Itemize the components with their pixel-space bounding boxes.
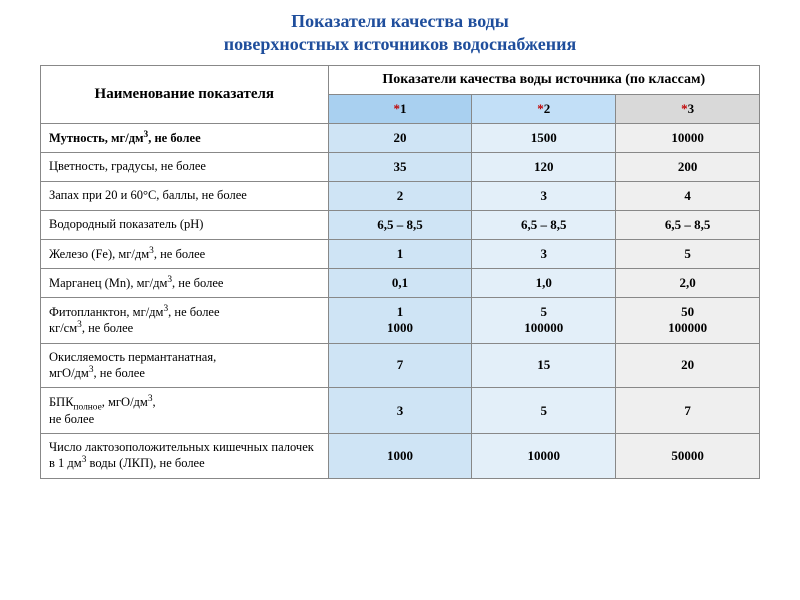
table-row: Окисляемость пермантанатная,мгО/дм3, не … [41,343,760,387]
value-cell-class-2: 3 [472,181,616,210]
header-quality: Показатели качества воды источника (по к… [328,65,759,94]
value-cell-class-1: 6,5 – 8,5 [328,210,472,239]
value-cell-class-3: 50100000 [616,298,760,343]
value-cell-class-2: 15 [472,343,616,387]
table-body: Мутность, мг/дм3, не более20150010000Цве… [41,123,760,478]
class-1-header: *1 [328,94,472,123]
value-cell-class-3: 6,5 – 8,5 [616,210,760,239]
param-label: Запах при 20 и 60°С, баллы, не более [41,181,329,210]
param-label: Марганец (Mn), мг/дм3, не более [41,269,329,298]
param-label: Железо (Fe), мг/дм3, не более [41,239,329,268]
table-row: Железо (Fe), мг/дм3, не более135 [41,239,760,268]
title-line-1: Показатели качества воды [291,11,509,31]
table-row: Водородный показатель (рН)6,5 – 8,56,5 –… [41,210,760,239]
table-row: Число лактозоположительных кишечных пало… [41,434,760,478]
value-cell-class-3: 4 [616,181,760,210]
value-cell-class-2: 10000 [472,434,616,478]
value-cell-class-1: 0,1 [328,269,472,298]
value-cell-class-3: 50000 [616,434,760,478]
value-cell-class-2: 1,0 [472,269,616,298]
value-cell-class-2: 120 [472,152,616,181]
param-label: Фитопланктон, мг/дм3, не болеекг/см3, не… [41,298,329,343]
value-cell-class-1: 1 [328,239,472,268]
value-cell-class-3: 20 [616,343,760,387]
param-label: Число лактозоположительных кишечных пало… [41,434,329,478]
page-title: Показатели качества воды поверхностных и… [40,10,760,57]
title-line-2: поверхностных источников водоснабжения [224,34,576,54]
header-param: Наименование показателя [41,65,329,123]
table-row: Запах при 20 и 60°С, баллы, не более234 [41,181,760,210]
table-row: БПКполное, мгО/дм3,не более357 [41,387,760,434]
class-1-label: 1 [400,101,407,116]
value-cell-class-2: 3 [472,239,616,268]
param-label: Окисляемость пермантанатная,мгО/дм3, не … [41,343,329,387]
value-cell-class-3: 10000 [616,123,760,152]
class-3-label: 3 [688,101,695,116]
value-cell-class-3: 5 [616,239,760,268]
page-container: Показатели качества воды поверхностных и… [0,0,800,489]
table-row: Марганец (Mn), мг/дм3, не более0,11,02,0 [41,269,760,298]
class-2-label: 2 [544,101,551,116]
value-cell-class-2: 1500 [472,123,616,152]
value-cell-class-2: 5 [472,387,616,434]
value-cell-class-1: 2 [328,181,472,210]
value-cell-class-1: 20 [328,123,472,152]
table-row: Фитопланктон, мг/дм3, не болеекг/см3, не… [41,298,760,343]
value-cell-class-3: 200 [616,152,760,181]
param-label: Водородный показатель (рН) [41,210,329,239]
class-2-header: *2 [472,94,616,123]
value-cell-class-1: 7 [328,343,472,387]
value-cell-class-2: 6,5 – 8,5 [472,210,616,239]
param-label: Цветность, градусы, не более [41,152,329,181]
value-cell-class-3: 7 [616,387,760,434]
class-3-header: *3 [616,94,760,123]
table-row: Мутность, мг/дм3, не более20150010000 [41,123,760,152]
value-cell-class-1: 11000 [328,298,472,343]
header-row-1: Наименование показателя Показатели качес… [41,65,760,94]
table-row: Цветность, градусы, не более35120200 [41,152,760,181]
value-cell-class-1: 1000 [328,434,472,478]
value-cell-class-2: 5100000 [472,298,616,343]
value-cell-class-1: 35 [328,152,472,181]
param-label: Мутность, мг/дм3, не более [41,123,329,152]
quality-table: Наименование показателя Показатели качес… [40,65,760,479]
param-label: БПКполное, мгО/дм3,не более [41,387,329,434]
value-cell-class-1: 3 [328,387,472,434]
value-cell-class-3: 2,0 [616,269,760,298]
